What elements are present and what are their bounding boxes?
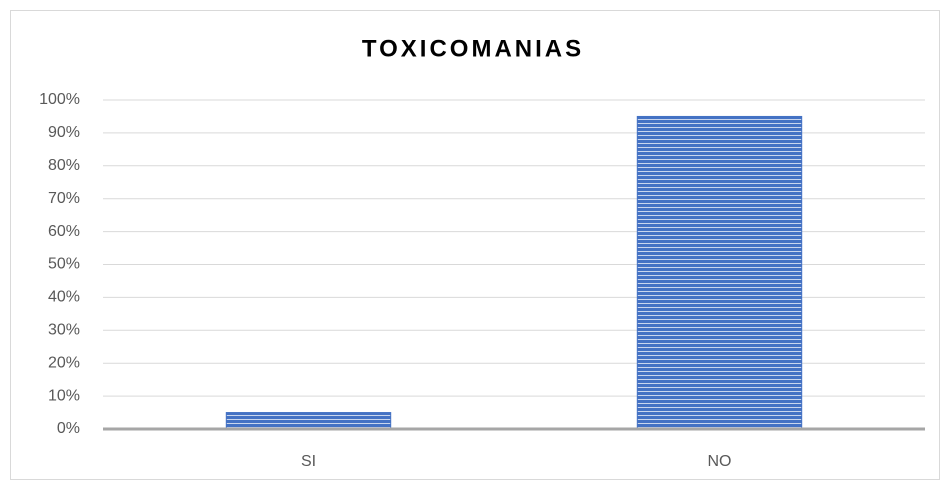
y-tick-label: 100% [39,91,80,108]
x-tick-label: NO [708,453,732,470]
y-tick-label: 0% [57,420,80,437]
bar [636,115,803,430]
chart-title: TOXICOMANIAS [362,35,584,62]
y-tick-label: 60% [48,223,80,240]
y-tick-label: 50% [48,256,80,273]
bar [225,412,392,430]
y-tick-label: 80% [48,157,80,174]
y-tick-label: 20% [48,354,80,371]
y-tick-label: 10% [48,387,80,404]
x-tick-label: SI [301,453,316,470]
y-tick-label: 30% [48,322,80,339]
y-tick-label: 40% [48,289,80,306]
y-tick-label: 90% [48,124,80,141]
y-tick-label: 70% [48,190,80,207]
